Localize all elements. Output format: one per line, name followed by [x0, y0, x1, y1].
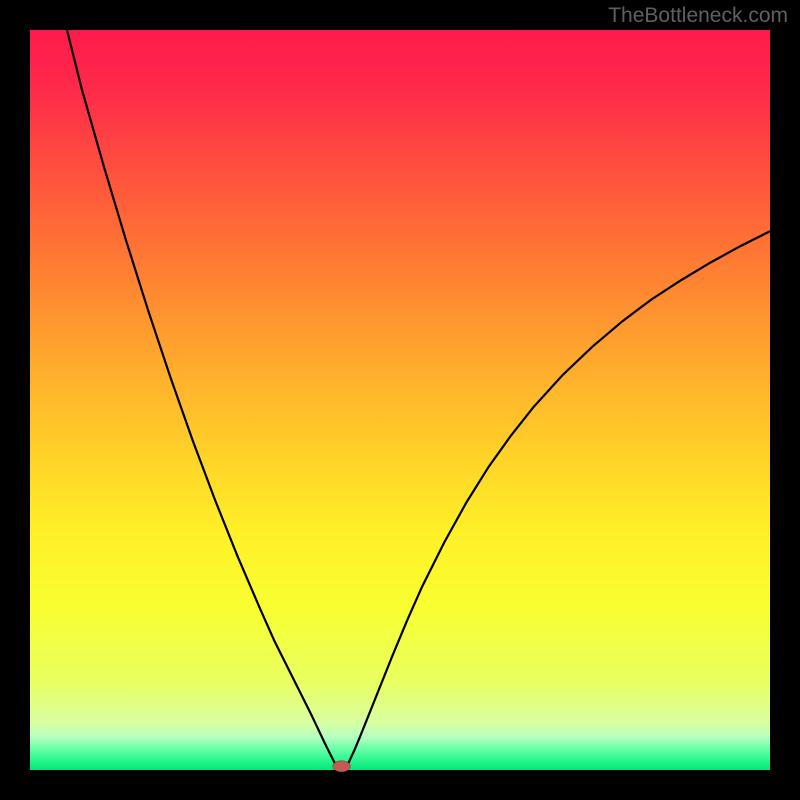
optimal-marker — [333, 761, 351, 772]
chart-container: TheBottleneck.com — [0, 0, 800, 800]
watermark-text: TheBottleneck.com — [608, 4, 788, 28]
plot-svg — [0, 0, 800, 800]
plot-background — [30, 30, 770, 770]
